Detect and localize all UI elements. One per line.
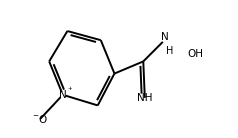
Text: N: N — [161, 32, 169, 42]
Text: NH: NH — [137, 93, 153, 103]
Text: OH: OH — [187, 49, 203, 59]
Text: H: H — [166, 46, 174, 56]
Text: $^+$: $^+$ — [66, 86, 73, 95]
Text: N: N — [59, 90, 67, 100]
Text: $^{-}$O: $^{-}$O — [32, 113, 48, 125]
